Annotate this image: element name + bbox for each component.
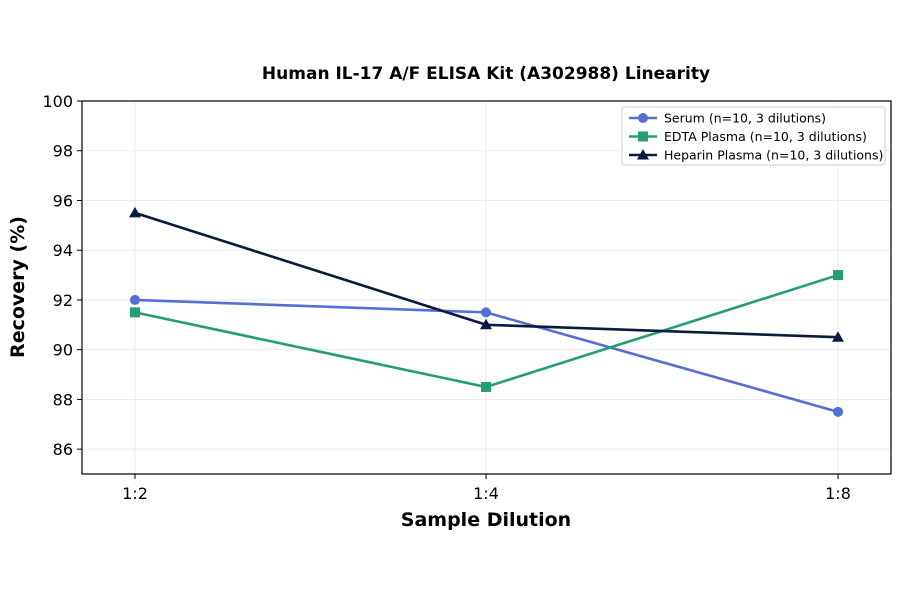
- y-axis-label: Recovery (%): [7, 216, 29, 358]
- legend-label: Heparin Plasma (n=10, 3 dilutions): [664, 148, 883, 163]
- y-tick-label: 86: [53, 440, 73, 459]
- data-point: [480, 318, 492, 330]
- legend-label: Serum (n=10, 3 dilutions): [664, 111, 826, 126]
- data-point: [481, 381, 491, 392]
- y-tick-label: 98: [53, 142, 73, 161]
- series-triangle: [129, 206, 844, 342]
- legend-marker: [638, 131, 648, 142]
- x-tick-label: 1:2: [122, 484, 148, 503]
- data-point: [130, 294, 140, 305]
- x-tick-label: 1:4: [473, 484, 499, 503]
- data-point: [832, 331, 844, 342]
- data-point: [833, 406, 843, 417]
- legend: Serum (n=10, 3 dilutions) EDTA Plasma (n=…: [621, 106, 886, 166]
- data-point: [130, 307, 140, 318]
- series-square: [130, 270, 843, 392]
- y-tick-label: 88: [53, 390, 73, 409]
- data-point: [833, 270, 843, 281]
- legend-item: EDTA Plasma (n=10, 3 dilutions): [629, 129, 867, 144]
- legend-marker: [638, 113, 648, 123]
- series-circle: [130, 294, 843, 417]
- chart-title: Human IL-17 A/F ELISA Kit (A302988) Line…: [262, 64, 710, 84]
- x-tick-label: 1:8: [825, 484, 851, 503]
- series-line: [134, 211, 839, 339]
- x-axis-label: Sample Dilution: [401, 509, 571, 531]
- series-line: [134, 273, 839, 389]
- legend-box: [621, 106, 886, 166]
- legend-item: Serum (n=10, 3 dilutions): [629, 111, 826, 126]
- axis-ticks: 86 88 90 92 94 96 98 100 1:2 1:4 1:8: [42, 92, 850, 503]
- y-tick-label: 94: [53, 241, 73, 260]
- y-tick-label: 90: [53, 341, 73, 360]
- legend-marker: [637, 149, 649, 160]
- series-layer: [129, 206, 844, 417]
- y-tick-label: 96: [53, 191, 73, 210]
- legend-label: EDTA Plasma (n=10, 3 dilutions): [664, 129, 867, 144]
- y-tick-label: 92: [53, 291, 73, 310]
- data-point: [129, 206, 141, 218]
- legend-item: Heparin Plasma (n=10, 3 dilutions): [629, 148, 883, 163]
- data-point: [481, 307, 491, 318]
- y-tick-label: 100: [42, 92, 73, 111]
